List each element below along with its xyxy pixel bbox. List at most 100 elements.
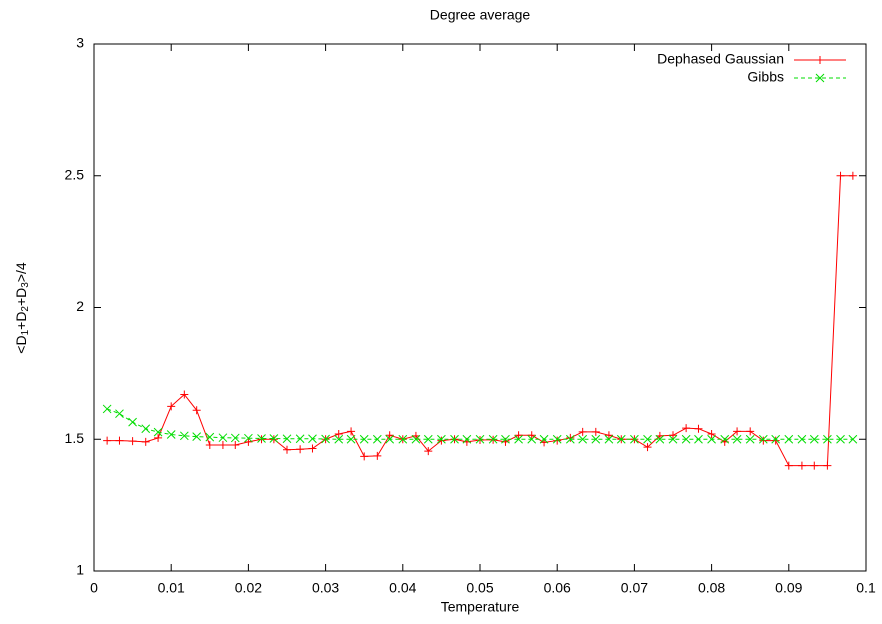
point [128, 437, 137, 446]
point [604, 434, 614, 444]
point [553, 436, 562, 445]
x-tick-label: 0.08 [698, 580, 725, 596]
x-tick-label: 0.1 [856, 580, 876, 596]
point [616, 434, 626, 444]
point [669, 431, 677, 440]
point [437, 436, 446, 445]
point [257, 435, 266, 444]
point [282, 434, 292, 444]
point [758, 434, 768, 444]
point [192, 432, 202, 441]
point [527, 434, 537, 444]
point [823, 461, 832, 470]
point [771, 436, 780, 445]
series-line [107, 175, 853, 467]
point [682, 424, 691, 433]
point [746, 427, 755, 436]
point [539, 434, 549, 444]
point [411, 431, 420, 440]
point [578, 427, 587, 436]
point [733, 427, 742, 436]
point [102, 404, 112, 414]
legend-marker [816, 56, 824, 64]
x-tick-label: 0.02 [235, 580, 262, 596]
point [218, 441, 227, 450]
point [192, 406, 201, 415]
point [591, 427, 600, 436]
point [128, 417, 137, 427]
point [566, 433, 575, 442]
x-tick-label: 0.03 [312, 580, 339, 596]
point [334, 429, 343, 438]
point [591, 434, 601, 444]
point [450, 434, 459, 444]
point [334, 434, 344, 444]
point [488, 434, 498, 444]
x-axis-label: Temperature [441, 599, 520, 615]
point [398, 434, 408, 444]
point [848, 434, 858, 444]
point [848, 171, 857, 180]
point [578, 434, 588, 444]
point [732, 434, 742, 444]
point [244, 433, 253, 443]
point [103, 436, 112, 445]
point [514, 431, 523, 440]
y-tick-label: 2.5 [65, 166, 85, 182]
point [347, 427, 356, 436]
y-tick-label: 3 [76, 35, 84, 51]
point [630, 434, 639, 444]
point [694, 424, 703, 433]
point [423, 434, 433, 444]
legend-label: Gibbs [747, 69, 784, 85]
point [321, 434, 330, 444]
point [514, 434, 523, 444]
point [437, 434, 446, 444]
point [360, 452, 369, 461]
point [604, 431, 613, 440]
y-axis-label-part: <D [13, 335, 29, 353]
y-axis-label-part: 1 [20, 329, 31, 335]
point [346, 434, 356, 444]
x-tick-label: 0.04 [389, 580, 416, 596]
y-axis-label: <D1+D2+D3>/4 [13, 262, 31, 354]
point [745, 434, 755, 444]
point [296, 445, 305, 454]
series-line [106, 408, 853, 440]
point [385, 434, 395, 444]
y-axis-label-part: 2 [20, 306, 31, 312]
point [244, 437, 253, 446]
point [385, 431, 394, 440]
point [476, 436, 484, 445]
point [283, 445, 291, 454]
point [797, 461, 806, 470]
point [180, 390, 189, 399]
point [681, 434, 691, 444]
point [269, 434, 279, 443]
point [411, 434, 421, 444]
point [141, 424, 151, 434]
point [462, 434, 472, 444]
point [707, 434, 716, 444]
point [179, 431, 189, 441]
y-tick-label: 2 [76, 298, 84, 314]
point [166, 430, 176, 439]
point [141, 437, 150, 446]
x-tick-label: 0.09 [775, 580, 802, 596]
point [230, 433, 240, 443]
point [809, 434, 819, 444]
point [565, 434, 575, 444]
point [552, 434, 562, 444]
point [501, 434, 510, 444]
point [257, 434, 266, 443]
point [295, 434, 305, 444]
point [527, 431, 536, 440]
point [231, 441, 240, 450]
legend-marker [815, 73, 825, 83]
point [373, 451, 382, 460]
point [154, 433, 163, 442]
point [823, 434, 832, 444]
point [218, 433, 228, 443]
point [784, 434, 794, 444]
